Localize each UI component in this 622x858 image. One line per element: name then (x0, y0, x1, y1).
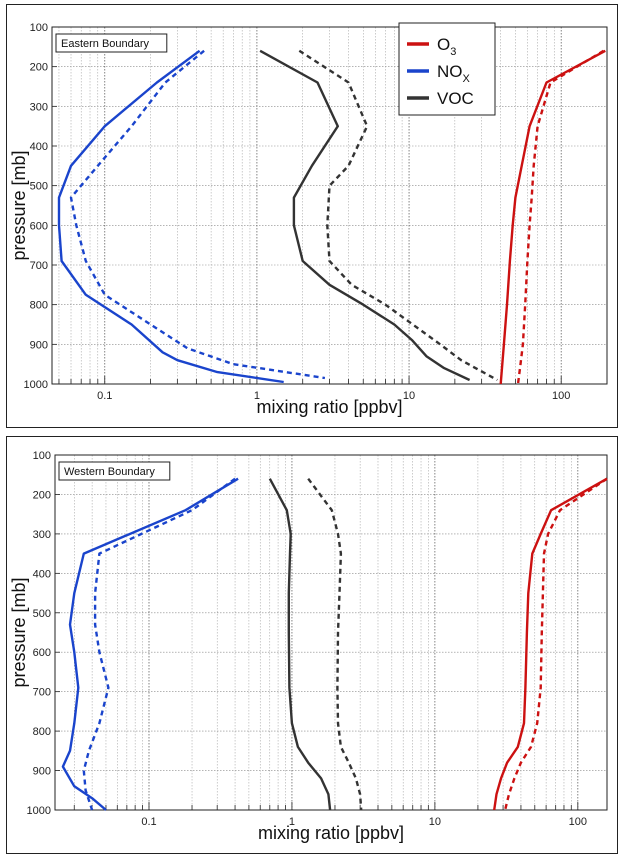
eastern-boundary-panel: 100 200 300 400 500 600 700 800 900 1000 0.1 1 10 100… (6, 4, 618, 428)
series-nox-solid (57, 49, 284, 384)
series-voc-solid (268, 478, 332, 811)
y-tick-label: 400 (30, 141, 48, 153)
legend-label-voc: VOC (437, 89, 474, 108)
plot-frame (54, 454, 608, 811)
series-nox-dashed (82, 477, 236, 811)
series-voc-dashed (307, 477, 363, 811)
y-tick-label: 300 (30, 101, 48, 113)
y-tick-label: 900 (30, 339, 48, 351)
boundary-label: Eastern Boundary (61, 38, 150, 50)
x-tick-label: 10 (403, 390, 415, 402)
western-boundary-panel: 100 200 300 400 500 600 700 800 900 1000 0.1 1 10 100… (6, 436, 618, 854)
boundary-label: Western Boundary (64, 466, 155, 478)
y-tick-label: 1000 (27, 805, 51, 817)
series-o3-dashed (516, 49, 605, 385)
series-o3-dashed (503, 477, 608, 811)
y-tick-label: 900 (33, 766, 51, 778)
x-axis-title: mixing ratio [ppbv] (256, 397, 402, 417)
y-tick-label: 500 (33, 608, 51, 620)
x-tick-label: 0.1 (141, 816, 156, 828)
y-tick-label: 800 (33, 726, 51, 738)
y-tick-label: 600 (33, 647, 51, 659)
plot-frame (51, 26, 608, 385)
legend-label-nox: NOX (437, 62, 471, 85)
y-axis-title: pressure [mb] (9, 150, 29, 260)
x-axis-title: mixing ratio [ppbv] (258, 823, 404, 843)
legend-label-o3: O3 (437, 35, 456, 58)
y-tick-label: 100 (33, 450, 51, 462)
series-voc-dashed (298, 49, 498, 382)
y-tick-label: 800 (30, 300, 48, 312)
y-tick-label: 200 (30, 62, 48, 74)
series-nox-dashed (69, 49, 326, 380)
y-tick-label: 500 (30, 181, 48, 193)
series-voc-solid (259, 49, 471, 382)
grid (52, 26, 608, 385)
series-nox-solid (61, 477, 239, 811)
grid (55, 454, 607, 811)
series-o3-solid (493, 477, 608, 811)
x-tick-label: 100 (569, 816, 587, 828)
y-tick-label: 600 (30, 220, 48, 232)
y-tick-label: 100 (30, 22, 48, 34)
y-tick-label: 700 (30, 260, 48, 272)
y-tick-label: 300 (33, 529, 51, 541)
x-tick-label: 100 (552, 390, 570, 402)
y-tick-label: 1000 (24, 379, 48, 391)
legend: O3 NOX VOC (398, 22, 496, 116)
boundary-label-box (55, 33, 168, 53)
x-tick-label: 0.1 (97, 390, 112, 402)
y-tick-label: 200 (33, 489, 51, 501)
x-tick-label: 1 (254, 390, 260, 402)
western-boundary-chart: 100 200 300 400 500 600 700 800 900 1000 0.1 1 10 100… (9, 450, 608, 843)
series-o3-solid (499, 49, 606, 385)
x-tick-label: 1 (289, 816, 295, 828)
y-tick-label: 400 (33, 568, 51, 580)
eastern-boundary-chart: 100 200 300 400 500 600 700 800 900 1000 0.1 1 10 100… (9, 22, 608, 417)
x-tick-label: 10 (429, 816, 441, 828)
y-axis-title: pressure [mb] (9, 577, 29, 687)
boundary-label-box (58, 461, 171, 481)
y-tick-label: 700 (33, 687, 51, 699)
